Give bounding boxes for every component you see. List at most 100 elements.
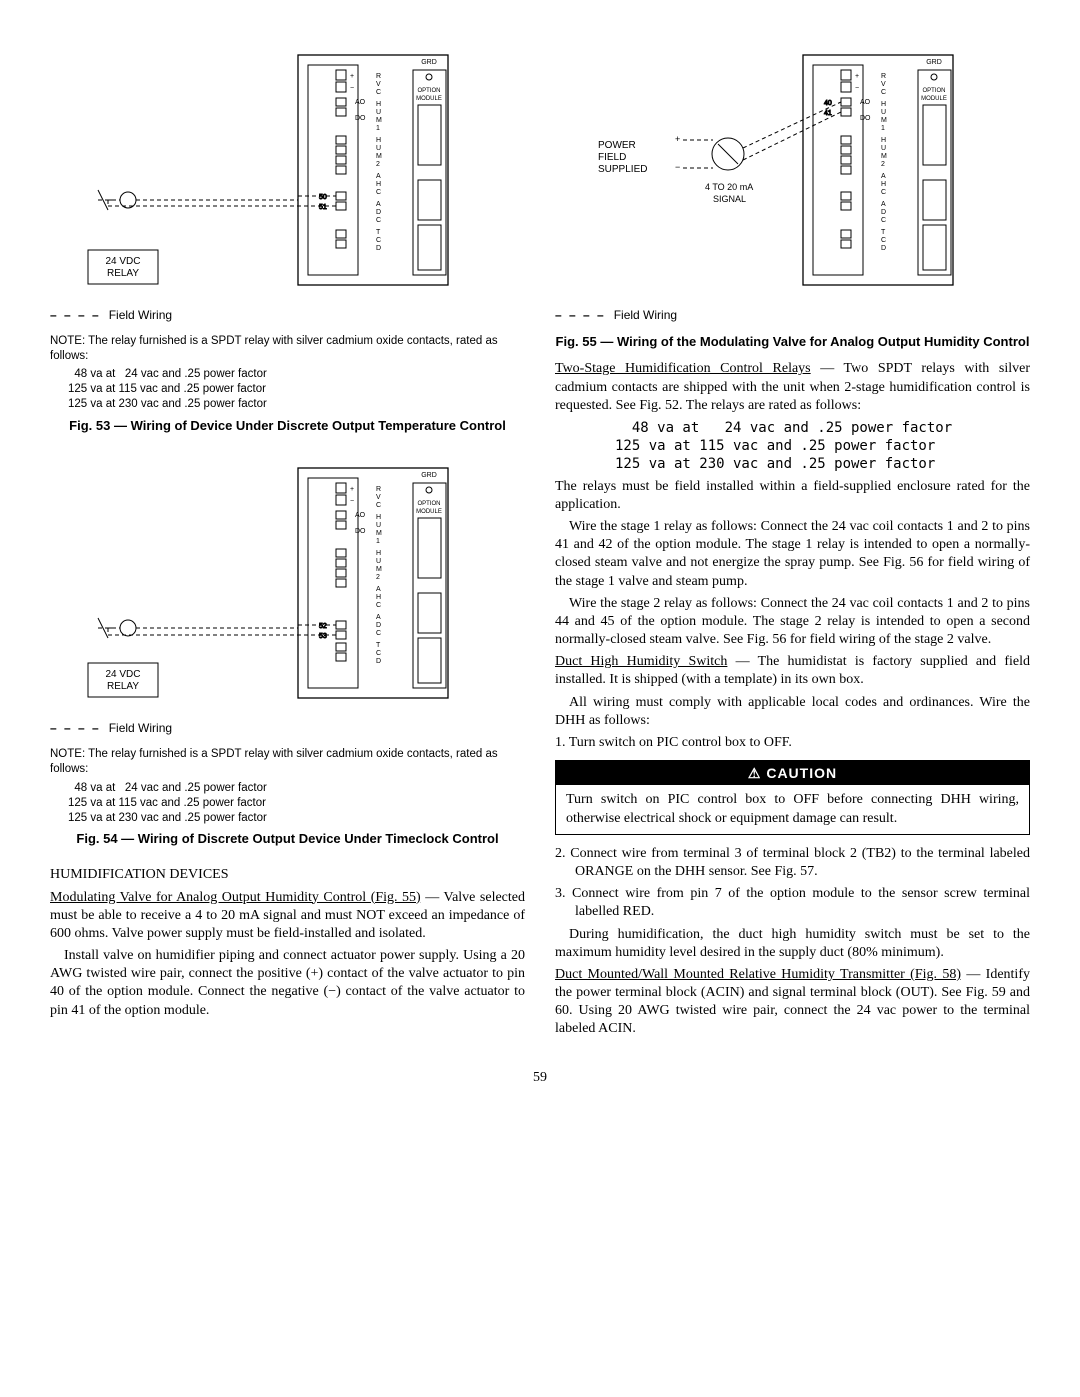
svg-text:1: 1 xyxy=(881,125,885,132)
svg-text:H: H xyxy=(881,137,886,144)
svg-text:U: U xyxy=(376,145,381,152)
svg-text:H: H xyxy=(376,594,381,601)
svg-text:24 VDC: 24 VDC xyxy=(105,669,140,680)
svg-text:AO: AO xyxy=(355,512,366,519)
svg-text:DO: DO xyxy=(355,528,366,535)
svg-text:V: V xyxy=(376,81,381,88)
two-stage-label: Two-Stage Humidification Control Relays xyxy=(555,361,811,376)
ratings-right: 48 va at 24 vac and .25 power factor 125… xyxy=(615,419,1030,474)
svg-text:V: V xyxy=(881,81,886,88)
svg-text:U: U xyxy=(881,109,886,116)
svg-text:U: U xyxy=(376,558,381,565)
svg-text:DO: DO xyxy=(355,115,366,122)
stage2-para: Wire the stage 2 relay as follows: Conne… xyxy=(555,595,1030,650)
svg-text:AO: AO xyxy=(355,99,366,106)
step-3: 3. Connect wire from pin 7 of the option… xyxy=(555,885,1030,921)
svg-text:1: 1 xyxy=(376,125,380,132)
svg-text:C: C xyxy=(881,89,886,96)
right-column: POWER FIELD SUPPLIED + − 4 TO 20 mA SIGN… xyxy=(555,40,1030,1043)
svg-text:C: C xyxy=(881,217,886,224)
svg-text:A: A xyxy=(376,586,381,593)
svg-text:C: C xyxy=(376,89,381,96)
svg-text:41: 41 xyxy=(824,110,832,117)
svg-text:H: H xyxy=(376,550,381,557)
svg-text:+: + xyxy=(350,73,354,80)
svg-text:U: U xyxy=(881,145,886,152)
svg-text:H: H xyxy=(881,101,886,108)
svg-text:−: − xyxy=(855,85,859,92)
ratings-fig53: 48 va at 24 vac and .25 power factor 125… xyxy=(68,367,525,412)
field-wiring-legend-54: – – – – Field Wiring xyxy=(50,721,525,737)
ratings-fig54: 48 va at 24 vac and .25 power factor 125… xyxy=(68,781,525,826)
svg-text:R: R xyxy=(376,486,381,493)
field-wiring-legend-53: – – – – Field Wiring xyxy=(50,308,525,324)
mod-valve-label: Modulating Valve for Analog Output Humid… xyxy=(50,890,421,905)
legend-label: Field Wiring xyxy=(614,308,677,324)
caution-box: ⚠ CAUTION Turn switch on PIC control box… xyxy=(555,760,1030,835)
svg-text:GRD: GRD xyxy=(421,472,437,479)
svg-text:D: D xyxy=(376,622,381,629)
humidification-heading: HUMIDIFICATION DEVICES xyxy=(50,866,525,884)
svg-text:OPTION: OPTION xyxy=(922,88,945,94)
svg-text:MODULE: MODULE xyxy=(416,96,442,102)
install-para: Install valve on humidifier piping and c… xyxy=(50,947,525,1020)
svg-text:52: 52 xyxy=(319,623,327,630)
caution-header: ⚠ CAUTION xyxy=(556,761,1029,785)
dash-icon: – – – – xyxy=(50,308,101,324)
svg-text:C: C xyxy=(376,602,381,609)
dhh-label: Duct High Humidity Switch xyxy=(555,654,727,669)
svg-text:FIELD: FIELD xyxy=(598,152,626,163)
svg-text:GRD: GRD xyxy=(421,59,437,66)
svg-text:DO: DO xyxy=(860,115,871,122)
duct-mount-para: Duct Mounted/Wall Mounted Relative Humid… xyxy=(555,966,1030,1039)
stage1-para: Wire the stage 1 relay as follows: Conne… xyxy=(555,518,1030,591)
during-para: During humidification, the duct high hum… xyxy=(555,926,1030,962)
fig54-caption: Fig. 54 — Wiring of Discrete Output Devi… xyxy=(50,831,525,848)
svg-text:T: T xyxy=(881,229,886,236)
svg-text:53: 53 xyxy=(319,633,327,640)
svg-text:+: + xyxy=(350,486,354,493)
svg-text:RELAY: RELAY xyxy=(106,268,138,279)
svg-text:A: A xyxy=(881,173,886,180)
svg-text:−: − xyxy=(350,498,354,505)
svg-text:OPTION: OPTION xyxy=(417,501,440,507)
svg-text:M: M xyxy=(376,117,382,124)
two-stage-para: Two-Stage Humidification Control Relays … xyxy=(555,360,1030,415)
dash-icon: – – – – xyxy=(555,308,606,324)
svg-text:D: D xyxy=(881,245,886,252)
svg-text:50: 50 xyxy=(319,194,327,201)
fig53-caption: Fig. 53 — Wiring of Device Under Discret… xyxy=(50,418,525,435)
note-fig53: NOTE: The relay furnished is a SPDT rela… xyxy=(50,334,525,364)
svg-text:POWER: POWER xyxy=(598,140,636,151)
svg-text:H: H xyxy=(376,514,381,521)
svg-text:H: H xyxy=(376,137,381,144)
svg-text:2: 2 xyxy=(376,161,380,168)
note-fig54: NOTE: The relay furnished is a SPDT rela… xyxy=(50,747,525,777)
svg-text:RELAY: RELAY xyxy=(106,681,138,692)
svg-text:C: C xyxy=(881,237,886,244)
svg-text:+: + xyxy=(675,134,680,144)
svg-text:1: 1 xyxy=(376,538,380,545)
caution-body: Turn switch on PIC control box to OFF be… xyxy=(556,785,1029,833)
svg-text:R: R xyxy=(376,73,381,80)
svg-text:M: M xyxy=(881,153,887,160)
svg-text:+: + xyxy=(855,73,859,80)
fig55-caption: Fig. 55 — Wiring of the Modulating Valve… xyxy=(555,334,1030,351)
step-1: 1. Turn switch on PIC control box to OFF… xyxy=(555,734,1030,752)
enclosure-para: The relays must be field installed withi… xyxy=(555,478,1030,514)
svg-text:H: H xyxy=(881,181,886,188)
svg-text:24 VDC: 24 VDC xyxy=(105,256,140,267)
svg-text:M: M xyxy=(881,117,887,124)
svg-text:C: C xyxy=(376,630,381,637)
fig55-diagram: POWER FIELD SUPPLIED + − 4 TO 20 mA SIGN… xyxy=(583,40,1003,300)
svg-text:C: C xyxy=(376,237,381,244)
wiring-comply-para: All wiring must comply with applicable l… xyxy=(555,694,1030,730)
svg-text:T: T xyxy=(376,229,381,236)
legend-label: Field Wiring xyxy=(109,308,172,324)
svg-text:A: A xyxy=(376,173,381,180)
fig53-diagram: 24 VDC RELAY + − RVC HUM1 HUM2 AHC ADC xyxy=(78,40,498,300)
svg-text:U: U xyxy=(376,109,381,116)
step-2: 2. Connect wire from terminal 3 of termi… xyxy=(555,845,1030,881)
svg-text:GRD: GRD xyxy=(926,59,942,66)
svg-text:2: 2 xyxy=(376,574,380,581)
